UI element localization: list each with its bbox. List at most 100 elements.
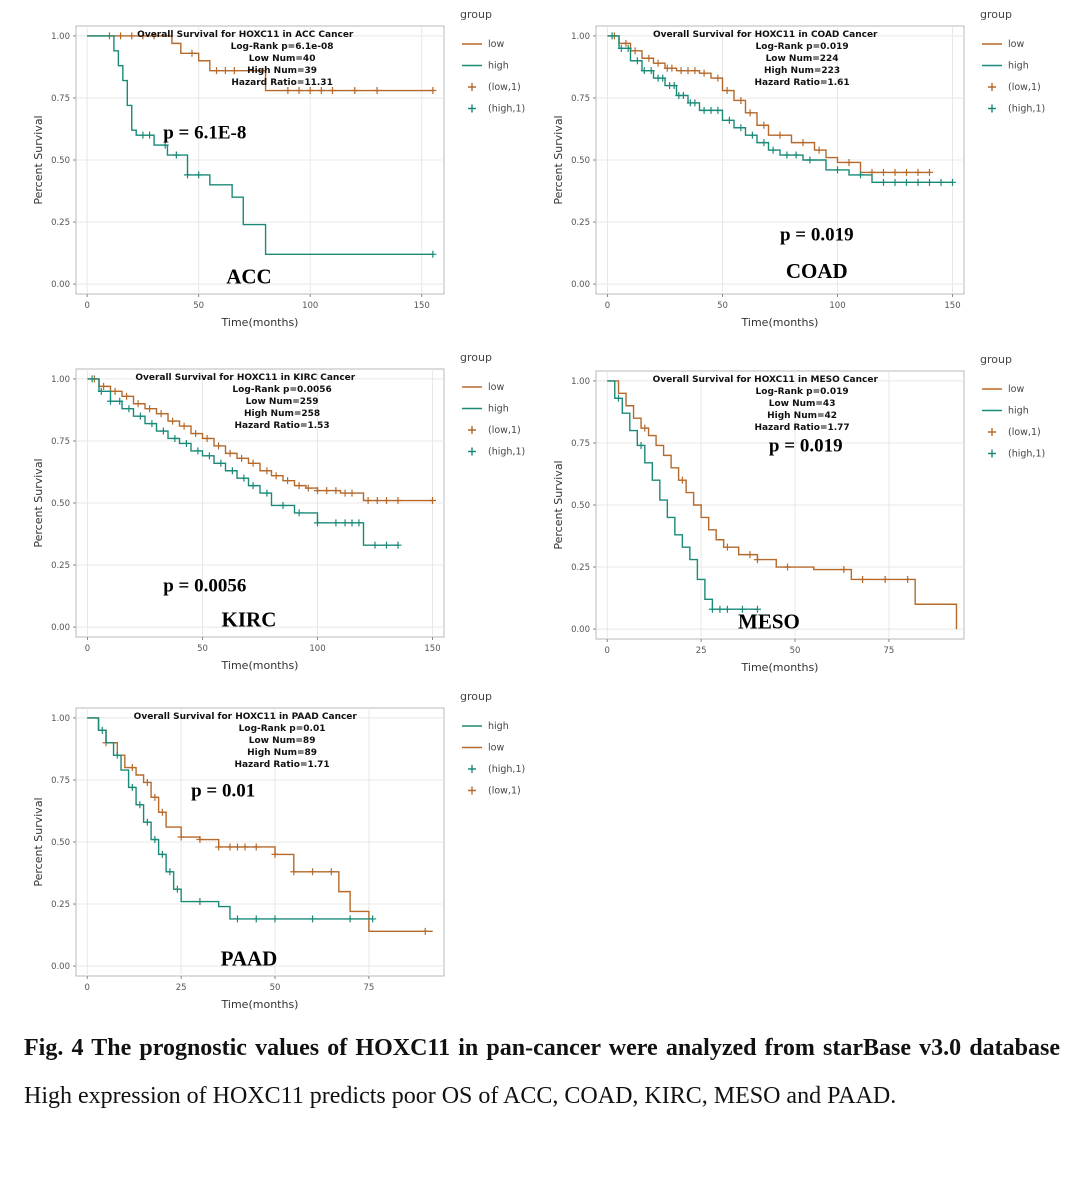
censor-mark-low <box>230 67 238 75</box>
censor-mark-low <box>111 387 119 395</box>
censor-mark-low <box>891 168 899 176</box>
x-axis-label: Time(months) <box>741 316 819 329</box>
x-tick-label: 50 <box>197 644 208 654</box>
chart-paad: 0.00 0.25 0.50 0.75 1.00 0 25 50 75 Time(months) P… <box>32 690 525 1011</box>
censor-mark-low <box>150 32 158 40</box>
legend-entry-label: (high,1) <box>488 447 525 458</box>
censor-mark-high <box>679 91 687 99</box>
legend-key-cross <box>468 447 476 456</box>
legend-key-cross <box>988 449 996 458</box>
censor-mark-low <box>158 808 166 816</box>
censor-mark-low <box>753 556 761 564</box>
cancer-type-label: PAAD <box>221 946 278 970</box>
censor-mark-low <box>221 67 229 75</box>
censor-mark-low <box>100 382 108 390</box>
censor-mark-high <box>783 151 791 159</box>
censor-mark-high <box>228 467 236 475</box>
x-tick-label: 100 <box>302 301 318 311</box>
censor-mark-low <box>678 476 686 484</box>
x-tick-label: 25 <box>696 646 707 656</box>
censor-mark-low <box>295 87 303 95</box>
censor-mark-high <box>139 131 147 139</box>
censor-mark-low <box>421 927 429 935</box>
y-axis-label: Percent Survival <box>552 460 565 549</box>
legend-entry-label: low <box>488 743 504 754</box>
censor-mark-high <box>182 439 190 447</box>
censor-mark-high <box>314 519 321 527</box>
stat-line: Low Num=40 <box>249 54 316 64</box>
legend-entry-label: (high,1) <box>1008 104 1045 115</box>
censor-mark-high <box>738 605 746 613</box>
censor-mark-high <box>172 151 180 159</box>
censor-mark-high <box>926 178 933 186</box>
x-tick-label: 75 <box>883 646 894 656</box>
censor-mark-low <box>213 67 221 75</box>
censor-mark-high <box>240 474 248 482</box>
y-axis-label: Percent Survival <box>32 797 45 886</box>
censor-mark-high <box>700 106 708 114</box>
censor-mark-high <box>159 427 167 435</box>
chart-kirc: 0.00 0.25 0.50 0.75 1.00 0 50 100 150 Time(months… <box>32 351 525 672</box>
censor-mark-high <box>615 394 623 402</box>
censor-mark-high <box>113 751 121 759</box>
censor-mark-high <box>271 915 279 923</box>
censor-mark-high <box>369 915 377 923</box>
x-tick-label: 150 <box>414 301 430 311</box>
legend-key-cross <box>988 83 996 91</box>
censor-mark-low <box>760 121 768 129</box>
censor-mark-low <box>859 575 867 583</box>
censor-mark-high <box>880 178 887 186</box>
y-tick-label: 0.50 <box>571 156 590 166</box>
legend-entry-label: (high,1) <box>488 764 525 775</box>
legend-entry-label: (low,1) <box>488 425 521 436</box>
legend-entry-label: (low,1) <box>1008 82 1041 93</box>
censor-mark-low <box>691 67 699 75</box>
y-tick-label: 1.00 <box>51 375 70 385</box>
legend-entry-label: high <box>1008 406 1029 417</box>
y-tick-label: 0.50 <box>51 156 70 166</box>
censor-mark-low <box>677 67 685 75</box>
y-axis-label: Percent Survival <box>552 115 565 204</box>
censor-mark-high <box>429 250 437 258</box>
legend-title: group <box>460 8 492 21</box>
censor-mark-high <box>383 541 390 549</box>
y-tick-label: 0.75 <box>51 776 70 786</box>
survival-figure: 0.00 0.25 0.50 0.75 1.00 0 50 100 150 Time(months… <box>32 8 1045 1011</box>
censor-mark-high <box>760 139 768 147</box>
censor-mark-high <box>98 726 106 734</box>
censor-mark-high <box>714 106 722 114</box>
x-tick-label: 0 <box>605 646 610 656</box>
stat-line: High Num=42 <box>767 411 837 421</box>
censor-mark-high <box>737 124 745 132</box>
y-tick-label: 1.00 <box>51 714 70 724</box>
censor-mark-low <box>215 843 223 851</box>
censor-mark-high <box>332 519 340 527</box>
y-tick-label: 0.75 <box>571 94 590 104</box>
censor-mark-low <box>394 497 402 505</box>
y-tick-label: 0.25 <box>51 218 70 228</box>
censor-mark-low <box>926 168 933 176</box>
censor-mark-high <box>748 131 756 139</box>
censor-mark-low <box>263 467 271 475</box>
censor-mark-low <box>840 566 848 574</box>
censor-mark-high <box>252 915 260 923</box>
stat-line: Hazard Ratio=1.77 <box>754 423 849 433</box>
legend-key-cross <box>468 765 476 773</box>
censor-mark-high <box>707 106 715 114</box>
censor-mark-low <box>880 168 887 176</box>
x-tick-label: 0 <box>84 301 89 311</box>
x-axis-label: Time(months) <box>221 998 299 1011</box>
censor-mark-high <box>371 541 379 549</box>
caption-text: High expression of HOXC11 predicts poor … <box>24 1083 897 1109</box>
censor-mark-high <box>233 915 241 923</box>
censor-mark-high <box>143 818 151 826</box>
censor-mark-high <box>194 447 202 455</box>
legend-key-cross <box>468 83 476 91</box>
x-tick-label: 100 <box>829 301 845 311</box>
legend-entry-label: (low,1) <box>488 786 521 797</box>
legend-entry-label: low <box>1008 39 1024 50</box>
censor-mark-low <box>304 484 312 492</box>
censor-mark-low <box>233 843 241 851</box>
y-tick-label: 0.00 <box>571 625 590 635</box>
x-tick-label: 0 <box>605 301 610 311</box>
